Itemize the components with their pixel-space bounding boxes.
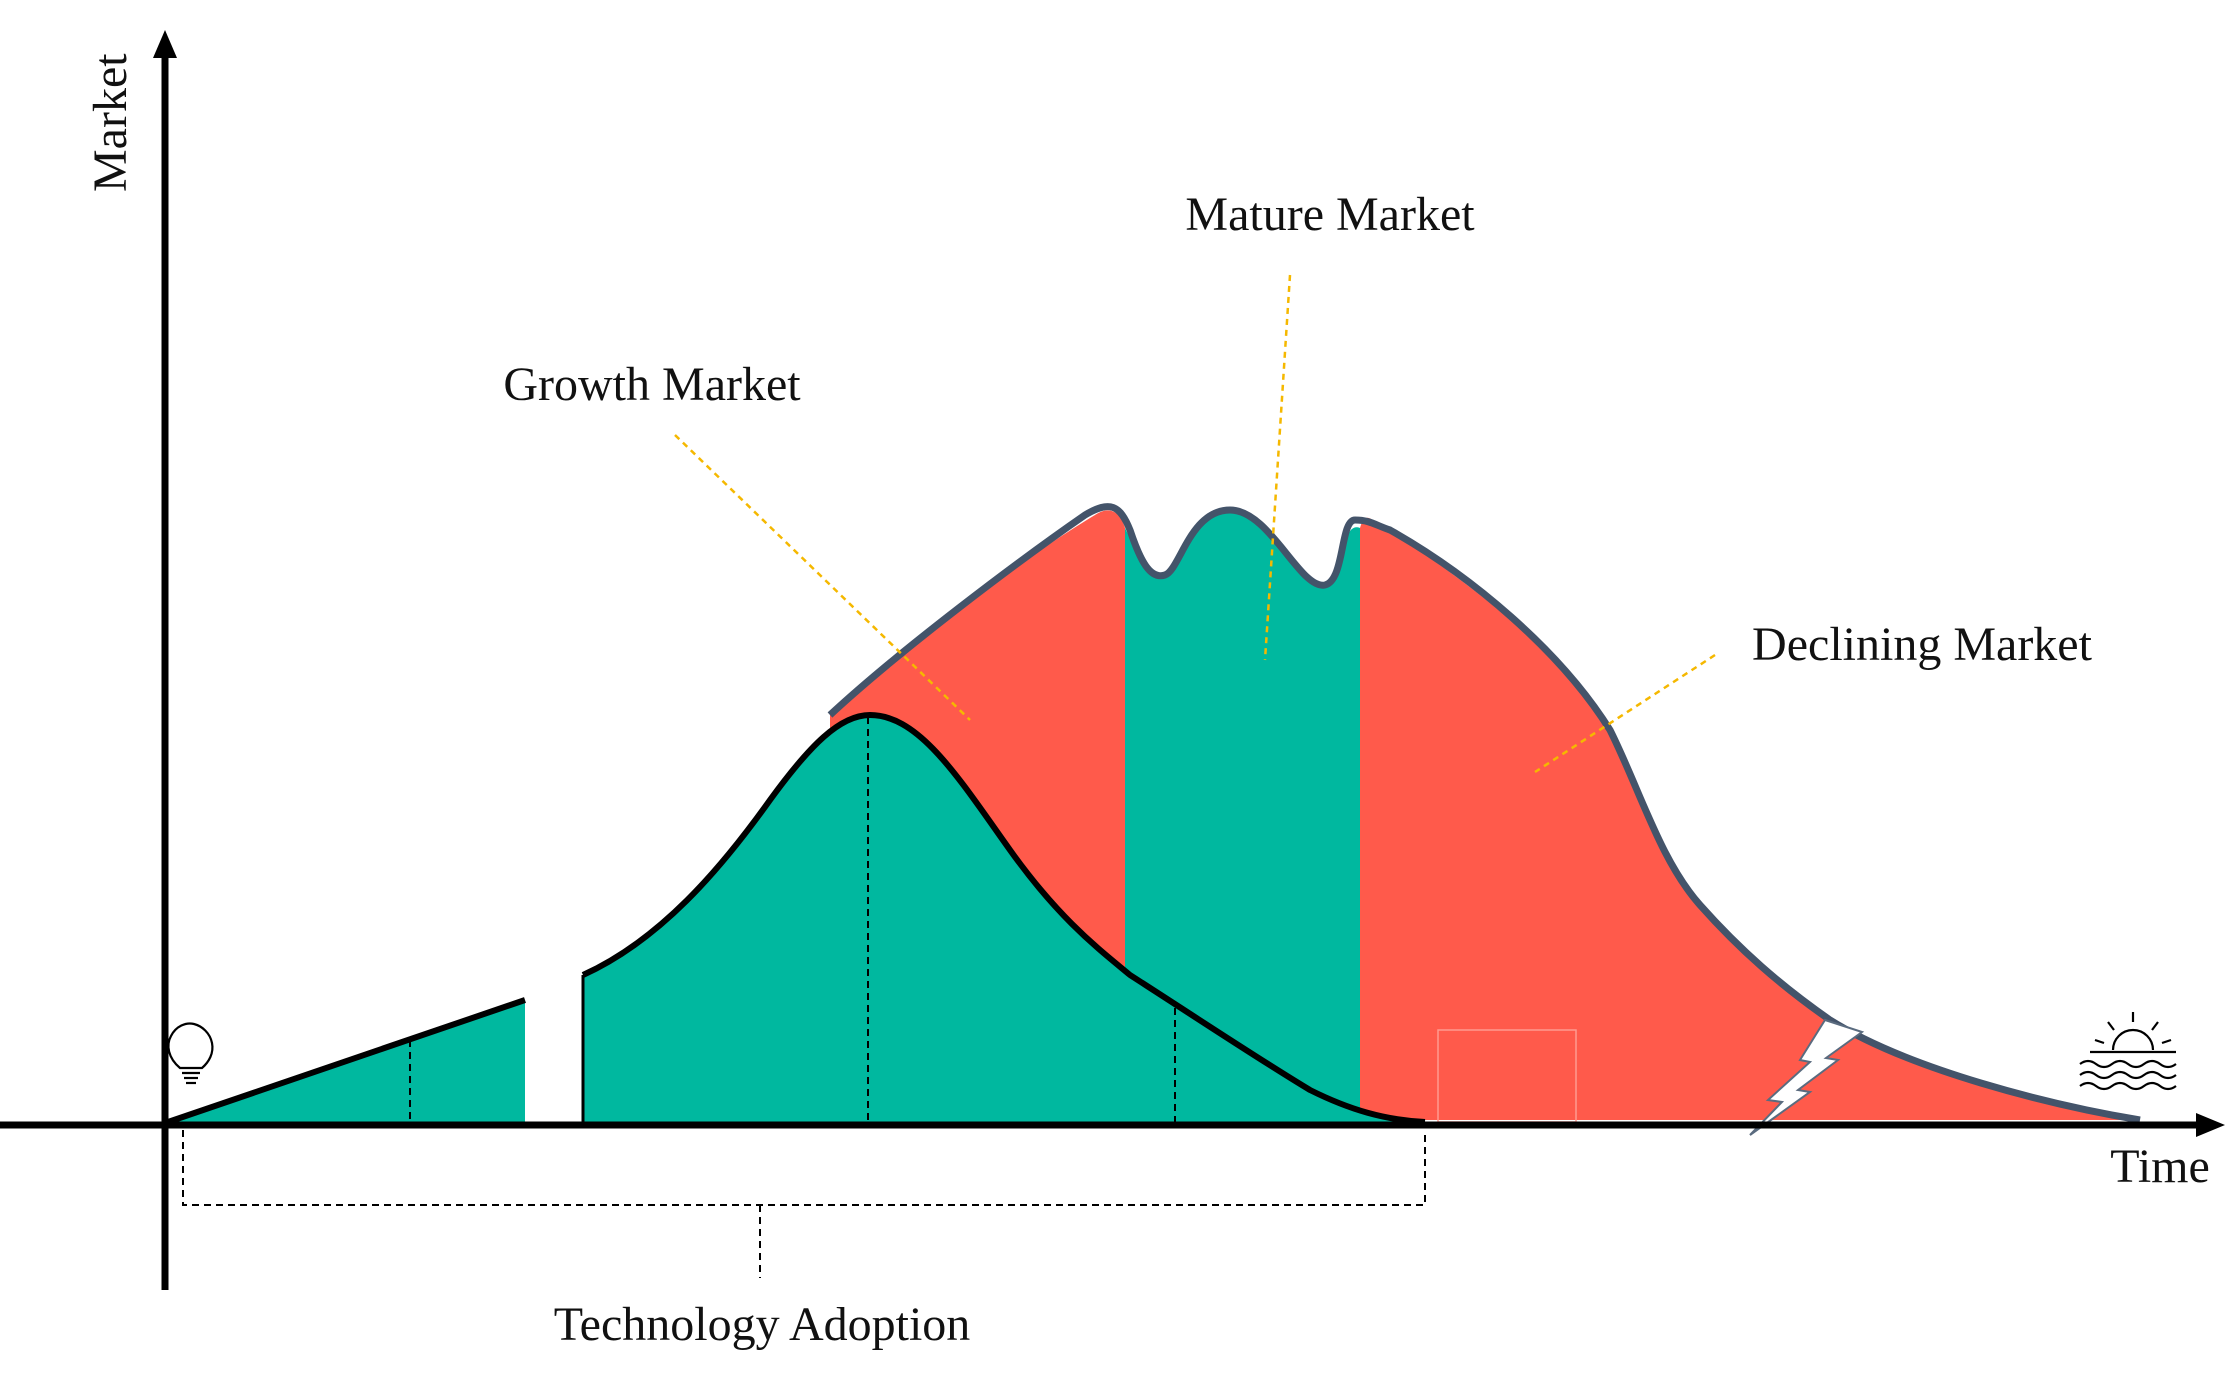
declining-market-label: Declining Market	[1752, 618, 2093, 671]
market-envelope-outline	[827, 503, 2141, 1124]
mature-market-label: Mature Market	[1185, 188, 1475, 241]
leader-growth	[674, 434, 971, 721]
segment-dividers	[409, 717, 1176, 1122]
market-envelope-area	[830, 510, 2140, 1120]
leader-mature	[1263, 274, 1292, 661]
adoption-bell-curve	[581, 712, 1426, 1125]
x-axis-arrow	[2196, 1113, 2225, 1137]
x-axis-label: Time	[2110, 1140, 2210, 1193]
leader-declining	[1534, 653, 1716, 774]
sunset-icon	[2079, 1012, 2177, 1091]
technology-adoption-label: Technology Adoption	[554, 1298, 971, 1351]
growth-market-label: Growth Market	[503, 358, 801, 411]
leader-lines	[674, 274, 1716, 774]
chasm-gap	[528, 990, 580, 1124]
y-axis-arrow	[153, 30, 177, 58]
adoption-bell-area	[583, 715, 1425, 1122]
lightning-bolt-icon	[1749, 1018, 1865, 1136]
mature-market-area	[1125, 510, 1360, 1120]
lightbulb-icon	[167, 1022, 214, 1085]
y-axis-label: Market	[84, 53, 137, 192]
adoption-bracket	[182, 1130, 1426, 1278]
early-adopters-curve	[167, 997, 526, 1125]
